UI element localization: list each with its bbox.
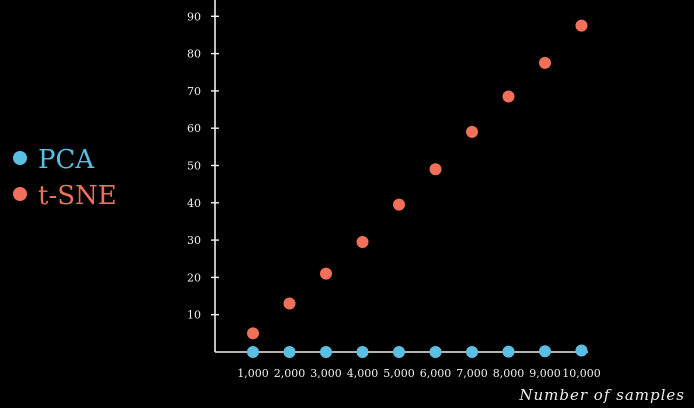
y-tick-label: 70	[187, 85, 201, 98]
x-tick-label: 8,000	[493, 367, 525, 380]
legend-swatch-pca	[13, 151, 27, 165]
pca-point	[320, 346, 332, 358]
x-tick-label: 7,000	[456, 367, 488, 380]
x-ticks: 1,000 2,000 3,000 4,000 5,000 6,000 7,000 8,000…	[237, 348, 601, 380]
t-sne-point	[283, 297, 296, 310]
pca-point	[429, 346, 442, 358]
t-sne-point	[320, 267, 332, 280]
pca-point	[502, 345, 515, 358]
t-sne-point	[247, 327, 259, 340]
t-sne-point	[356, 235, 369, 248]
y-tick-label: 30	[187, 234, 201, 247]
t-sne-point	[539, 56, 551, 69]
x-tick-label: 3,000	[310, 367, 342, 380]
pca-point	[575, 344, 588, 357]
axes	[214, 0, 588, 353]
x-tick-label: 1,000	[237, 367, 269, 380]
pca-point	[356, 346, 369, 358]
pca-point	[539, 345, 551, 358]
legend-label-t-sne: t-SNE	[38, 181, 117, 211]
legend-label-pca: PCA	[38, 145, 95, 175]
t-sne-point	[502, 90, 515, 103]
pca-point	[283, 346, 296, 358]
t-sne-point	[575, 19, 588, 32]
x-tick-label: 4,000	[347, 367, 379, 380]
x-tick-label: 6,000	[420, 367, 452, 380]
y-tick-label: 80	[187, 48, 201, 61]
pca-point	[466, 346, 478, 358]
x-tick-label: 9,000	[529, 367, 561, 380]
x-axis-title: Number of samples	[518, 386, 685, 404]
t-sne-point	[429, 163, 442, 176]
y-tick-label: 90	[187, 10, 201, 23]
y-tick-label: 10	[187, 309, 201, 322]
legend: PCA t-SNE	[13, 145, 117, 211]
data-points	[247, 19, 588, 358]
x-tick-label: 5,000	[383, 367, 415, 380]
t-sne-point	[466, 125, 478, 138]
y-tick-label: 20	[187, 271, 201, 284]
y-ticks: 10 20 30 40 50 60 70 80 90	[187, 10, 219, 322]
y-tick-label: 60	[187, 122, 201, 135]
x-tick-label: 2,000	[274, 367, 306, 380]
pca-point	[247, 346, 259, 358]
pca-point	[393, 346, 405, 358]
y-tick-label: 50	[187, 160, 201, 173]
t-sne-point	[393, 198, 405, 211]
y-tick-label: 40	[187, 197, 201, 210]
x-tick-label: 10,000	[562, 367, 601, 380]
legend-swatch-t-sne	[13, 187, 27, 201]
